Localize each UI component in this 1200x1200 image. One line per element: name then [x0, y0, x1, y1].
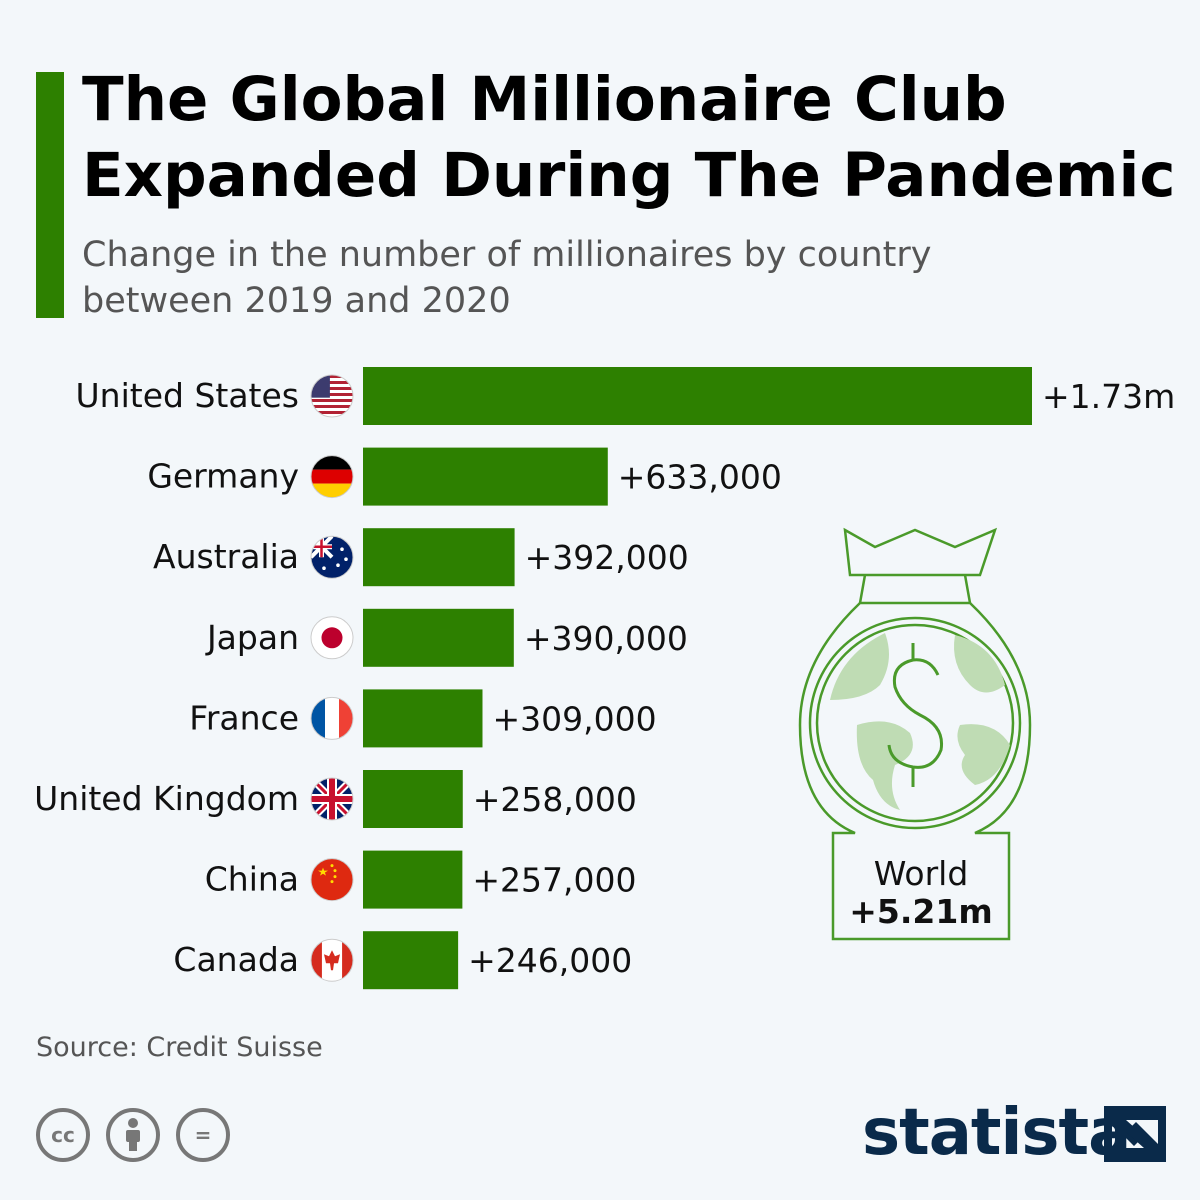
canada-flag-icon: [310, 938, 354, 982]
bar: [363, 528, 515, 587]
chart-subtitle: Change in the number of millionaires by …: [82, 232, 1082, 324]
category-label: China: [205, 860, 299, 899]
bar-chart: United States +1.73m Germany +633,000 Austra…: [34, 367, 1175, 990]
category-label: United Kingdom: [34, 779, 299, 818]
cc-icon[interactable]: cc: [36, 1108, 90, 1162]
value-label: +258,000: [473, 780, 637, 819]
title-line-2: Expanded During The Pandemic: [82, 140, 1176, 211]
statista-logo[interactable]: statista: [862, 1096, 1131, 1170]
license-icons: cc =: [36, 1108, 230, 1162]
no-derivatives-icon[interactable]: =: [176, 1108, 230, 1162]
subtitle-line-2: between 2019 and 2020: [82, 281, 511, 321]
bar: [363, 770, 463, 828]
money-bag-globe-icon: [798, 527, 1032, 941]
bar: [363, 850, 463, 909]
value-label: +246,000: [468, 941, 632, 980]
category-label: Japan: [205, 618, 299, 657]
category-label: Australia: [153, 537, 299, 576]
chart-title: The Global Millionaire Club Expanded Dur…: [82, 62, 1182, 214]
world-total-box: World +5.21m: [833, 845, 1009, 939]
statista-mark-icon: [1104, 1106, 1166, 1162]
world-label: World: [873, 854, 969, 893]
bar: [363, 689, 483, 748]
china-flag-icon: [310, 858, 354, 902]
bar: [363, 447, 608, 506]
france-flag-icon: [310, 696, 354, 740]
category-label: United States: [76, 376, 299, 415]
uk-flag-icon: [310, 777, 354, 821]
us-flag-icon: [310, 374, 354, 418]
bar: [363, 367, 1032, 425]
title-accent-bar: [36, 72, 64, 318]
value-label: +390,000: [524, 619, 688, 658]
category-label: Canada: [173, 940, 299, 979]
australia-flag-icon: [310, 535, 354, 579]
bar: [363, 608, 514, 667]
world-value: +5.21m: [849, 892, 993, 931]
germany-flag-icon: [310, 455, 354, 499]
category-label: Germany: [147, 457, 299, 496]
value-label: +257,000: [472, 861, 636, 900]
category-label: France: [189, 698, 299, 737]
title-line-1: The Global Millionaire Club: [82, 64, 1007, 135]
value-label: +309,000: [492, 699, 656, 738]
attribution-icon[interactable]: [106, 1108, 160, 1162]
source-note: Source: Credit Suisse: [36, 1032, 323, 1063]
value-label: +392,000: [525, 538, 689, 577]
subtitle-line-1: Change in the number of millionaires by …: [82, 235, 932, 275]
value-label: +633,000: [618, 458, 782, 497]
japan-flag-icon: [310, 616, 354, 660]
value-label: +1.73m: [1042, 377, 1175, 416]
bar: [363, 931, 459, 990]
